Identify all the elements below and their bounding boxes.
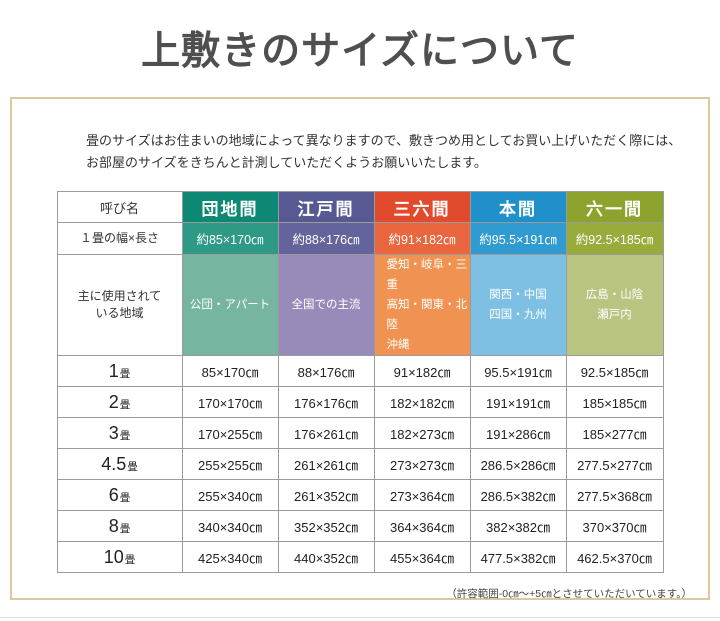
row-label-number: 6 [108,484,119,505]
size-value-edoma: 261×352㎝ [278,480,375,511]
size-value-edoma: 352×352㎝ [278,511,375,542]
region-cell-honma: 関西・中国 四国・九州 [470,255,567,356]
intro-line-2: お部屋のサイズをきちんと計測していただくようお願いいたします。 [86,155,487,170]
column-header-sanrokuma: 三六間 [374,192,471,223]
region-cell-danchima: 公団・アパート [182,255,279,356]
tolerance-note: （許容範囲-0㎝～+5㎝とさせていただいています。） [446,588,692,600]
row-label-2: 2畳 [57,387,183,418]
row-label-unit: 畳 [119,367,131,380]
table-row: 1畳 85×170㎝ 88×176㎝ 91×182㎝ 95.5×191㎝ 92.5×185… [57,356,664,387]
column-header-honma: 本間 [470,192,567,223]
table-row: 10畳 425×340㎝ 440×352㎝ 455×364㎝ 477.5×382㎝ 462… [57,542,664,573]
size-value-danchima: 170×170㎝ [182,387,279,418]
row-label-4.5: 4.5畳 [57,449,183,480]
size-cell-edoma: 約88×176㎝ [278,223,375,255]
row-label-unit: 畳 [119,522,131,535]
size-value-edoma: 261×261㎝ [278,449,375,480]
region-row-label: 主に使用されて いる地域 [57,255,183,356]
size-row-label: １畳の幅×長さ [57,223,183,255]
size-value-danchima: 425×340㎝ [182,542,279,573]
row-label-number: 10 [103,546,124,567]
size-value-sanrokuma: 273×364㎝ [374,480,471,511]
size-value-sanrokuma: 182×273㎝ [374,418,471,449]
name-header-cell: 呼び名 [57,192,183,223]
table-row: 2畳 170×170㎝ 176×176㎝ 182×182㎝ 191×191㎝ 185×18… [57,387,664,418]
size-value-rokuichima: 185×185㎝ [566,387,664,418]
table-row: 3畳 170×255㎝ 176×261㎝ 182×273㎝ 191×286㎝ 185×27… [57,418,664,449]
size-value-rokuichima: 370×370㎝ [566,511,664,542]
region-cell-edoma: 全国での主流 [278,255,375,356]
row-label-unit: 畳 [119,429,131,442]
row-label-number: 4.5 [101,453,127,474]
size-value-edoma: 176×261㎝ [278,418,375,449]
size-value-edoma: 176×176㎝ [278,387,375,418]
column-header-rokuichima: 六一間 [566,192,664,223]
size-value-edoma: 440×352㎝ [278,542,375,573]
size-value-rokuichima: 92.5×185㎝ [566,356,664,387]
size-cell-sanrokuma: 約91×182㎝ [374,223,471,255]
size-value-edoma: 88×176㎝ [278,356,375,387]
size-cell-rokuichima: 約92.5×185㎝ [566,223,664,255]
row-label-number: 3 [108,422,119,443]
region-row: 主に使用されて いる地域 公団・アパート 全国での主流 愛知・岐阜・三重 高知・関東・北陸… [57,255,664,356]
region-cell-sanrokuma: 愛知・岐阜・三重 高知・関東・北陸 沖縄 [374,255,471,356]
intro-line-1: 畳のサイズはお住まいの地域によって異なりますので、敷きつめ用としてお買い上げいた… [86,133,682,148]
size-value-honma: 286.5×286㎝ [470,449,567,480]
table-row: 4.5畳 255×255㎝ 261×261㎝ 273×273㎝ 286.5×286㎝ 27… [57,449,664,480]
size-value-danchima: 85×170㎝ [182,356,279,387]
tatami-size-table: 呼び名 団地間 江戸間 三六間 本間 六一間 １畳の幅×長さ 約85×170㎝ 約88×176㎝… [56,191,664,573]
size-value-rokuichima: 277.5×277㎝ [566,449,664,480]
size-value-sanrokuma: 182×182㎝ [374,387,471,418]
size-value-sanrokuma: 455×364㎝ [374,542,471,573]
size-value-sanrokuma: 273×273㎝ [374,449,471,480]
row-label-number: 2 [108,391,119,412]
page-title: 上敷きのサイズについて [141,30,579,73]
intro-text: 畳のサイズはお住まいの地域によって異なりますので、敷きつめ用としてお買い上げいた… [86,130,708,174]
row-label-1: 1畳 [57,356,183,387]
size-value-honma: 286.5×382㎝ [470,480,567,511]
size-value-honma: 191×191㎝ [470,387,567,418]
region-cell-rokuichima: 広島・山陰 瀬戸内 [566,255,664,356]
row-label-8: 8畳 [57,511,183,542]
row-label-unit: 畳 [124,553,136,566]
size-value-rokuichima: 277.5×368㎝ [566,480,664,511]
size-value-honma: 382×382㎝ [470,511,567,542]
size-value-danchima: 340×340㎝ [182,511,279,542]
size-value-sanrokuma: 91×182㎝ [374,356,471,387]
row-label-number: 1 [108,360,119,381]
size-value-rokuichima: 185×277㎝ [566,418,664,449]
size-cell-honma: 約95.5×191㎝ [470,223,567,255]
row-label-unit: 畳 [119,398,131,411]
content-box: 畳のサイズはお住まいの地域によって異なりますので、敷きつめ用としてお買い上げいた… [10,97,710,600]
table-header-row: 呼び名 団地間 江戸間 三六間 本間 六一間 [57,192,664,223]
table-row: 6畳 255×340㎝ 261×352㎝ 273×364㎝ 286.5×382㎝ 277.… [57,480,664,511]
column-header-edoma: 江戸間 [278,192,375,223]
size-value-danchima: 170×255㎝ [182,418,279,449]
row-label-6: 6畳 [57,480,183,511]
size-value-danchima: 255×255㎝ [182,449,279,480]
row-label-10: 10畳 [57,542,183,573]
row-label-unit: 畳 [119,491,131,504]
size-row: １畳の幅×長さ 約85×170㎝ 約88×176㎝ 約91×182㎝ 約95.5×191… [57,223,664,255]
size-cell-danchima: 約85×170㎝ [182,223,279,255]
table-row: 8畳 340×340㎝ 352×352㎝ 364×364㎝ 382×382㎝ 370×37… [57,511,664,542]
size-value-danchima: 255×340㎝ [182,480,279,511]
size-value-rokuichima: 462.5×370㎝ [566,542,664,573]
size-value-honma: 477.5×382㎝ [470,542,567,573]
row-label-number: 8 [108,515,119,536]
size-value-sanrokuma: 364×364㎝ [374,511,471,542]
row-label-3: 3畳 [57,418,183,449]
size-value-honma: 191×286㎝ [470,418,567,449]
column-header-danchima: 団地間 [182,192,279,223]
size-value-honma: 95.5×191㎝ [470,356,567,387]
row-label-unit: 畳 [127,460,138,473]
bottom-divider [0,617,720,618]
